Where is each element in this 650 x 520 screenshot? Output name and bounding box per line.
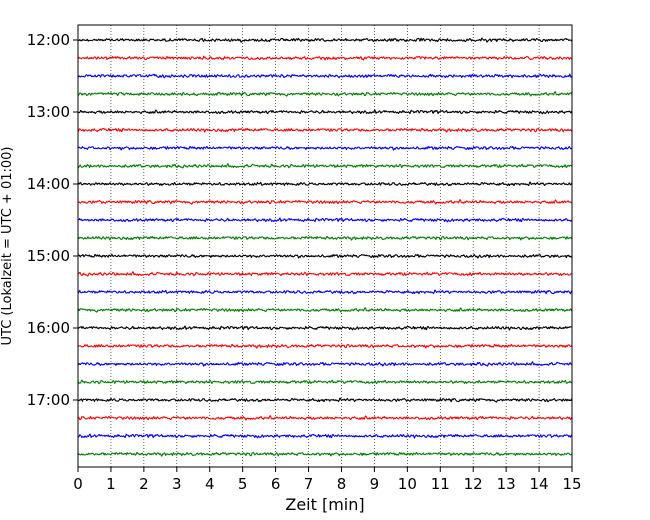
- x-axis-label: Zeit [min]: [285, 495, 364, 514]
- trace-1515: [77, 271, 573, 277]
- trace-1400: [77, 181, 573, 187]
- trace-1345: [77, 163, 573, 169]
- x-tick-label: 4: [205, 475, 215, 493]
- trace-1645: [77, 379, 573, 385]
- trace-1200: [77, 37, 573, 43]
- x-tick-label: 8: [337, 475, 347, 493]
- y-tick-label: 14:00: [27, 175, 70, 193]
- x-tick-label: 13: [497, 475, 516, 493]
- trace-1300: [77, 109, 573, 115]
- trace-1600: [77, 325, 573, 331]
- x-tick-label: 15: [562, 475, 581, 493]
- trace-1215: [77, 55, 573, 61]
- trace-1700: [77, 397, 573, 403]
- trace-1415: [77, 199, 573, 205]
- trace-1745: [77, 451, 573, 457]
- trace-1230: [77, 73, 573, 79]
- seismic-traces: [77, 37, 573, 457]
- trace-1315: [77, 127, 573, 133]
- y-tick-label: 16:00: [27, 319, 70, 337]
- x-tick-label: 3: [172, 475, 182, 493]
- trace-1500: [77, 253, 573, 259]
- plot-frame: [77, 24, 573, 468]
- trace-1730: [77, 433, 573, 439]
- x-tick-label: 9: [370, 475, 380, 493]
- y-tick-label: 12:00: [27, 31, 70, 49]
- trace-1530: [77, 289, 573, 295]
- x-tick-label: 12: [464, 475, 483, 493]
- trace-1715: [77, 415, 573, 421]
- x-tick-label: 7: [304, 475, 314, 493]
- trace-1545: [77, 307, 573, 313]
- trace-1430: [77, 217, 573, 223]
- x-tick-label: 5: [238, 475, 248, 493]
- x-tick-label: 6: [271, 475, 281, 493]
- y-tick-label: 17:00: [27, 391, 70, 409]
- x-tick-label: 2: [139, 475, 149, 493]
- x-tick-label: 11: [431, 475, 450, 493]
- trace-1245: [77, 91, 573, 97]
- y-tick-label: 15:00: [27, 247, 70, 265]
- trace-1630: [77, 361, 573, 367]
- y-tick-label: 13:00: [27, 103, 70, 121]
- trace-1330: [77, 145, 573, 151]
- trace-1445: [77, 235, 573, 241]
- x-tick-label: 0: [73, 475, 83, 493]
- x-tick-label: 14: [530, 475, 549, 493]
- x-tick-label: 10: [398, 475, 417, 493]
- x-tick-label: 1: [106, 475, 116, 493]
- x-axis: 0 1 2 3 4 5 6 7 8 9 10 11 12 13 14 15: [73, 467, 582, 493]
- trace-1615: [77, 343, 573, 349]
- y-axis: 12:00 13:00 14:00 15:00 16:00 17:00: [27, 31, 78, 409]
- y-axis-label: UTC (Lokalzeit = UTC + 01:00): [0, 147, 15, 346]
